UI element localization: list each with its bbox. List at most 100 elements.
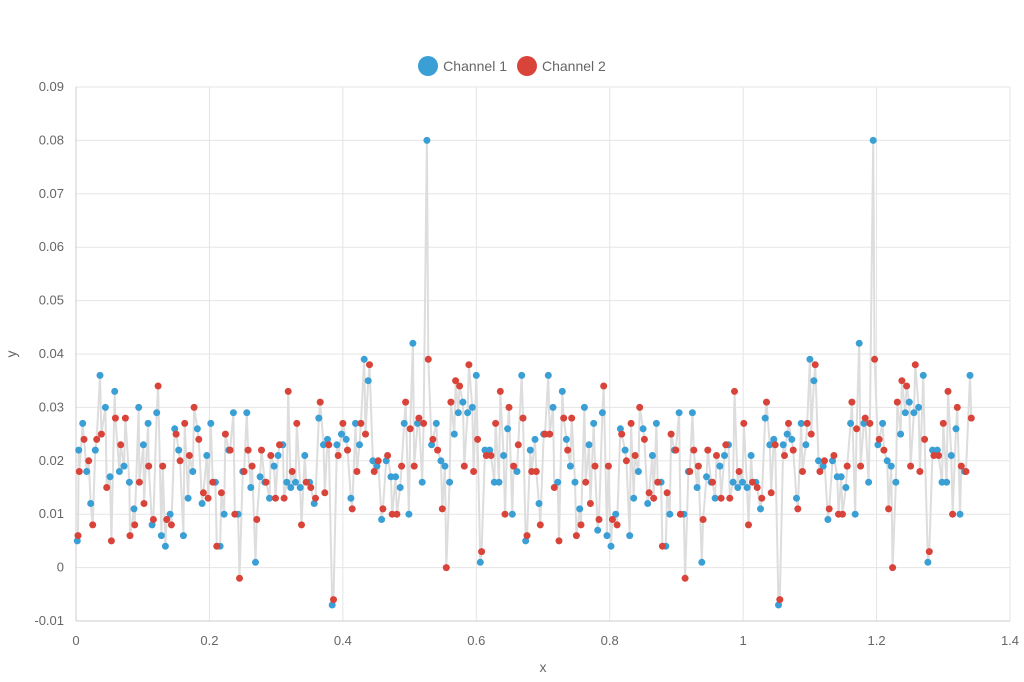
data-point-channel-1[interactable] — [603, 532, 611, 540]
data-point-channel-1[interactable] — [874, 441, 882, 449]
data-point-channel-2[interactable] — [75, 468, 83, 475]
data-point-channel-1[interactable] — [666, 510, 674, 518]
data-point-channel-2[interactable] — [496, 387, 504, 395]
data-point-channel-1[interactable] — [788, 435, 796, 443]
data-point-channel-1[interactable] — [96, 371, 104, 379]
data-point-channel-2[interactable] — [185, 452, 193, 459]
data-point-channel-1[interactable] — [347, 494, 355, 502]
data-point-channel-1[interactable] — [847, 419, 855, 427]
data-point-channel-2[interactable] — [962, 468, 970, 475]
data-point-channel-2[interactable] — [857, 462, 865, 470]
data-point-channel-1[interactable] — [171, 425, 179, 433]
data-point-channel-1[interactable] — [198, 500, 206, 507]
data-point-channel-1[interactable] — [392, 473, 400, 481]
data-point-channel-2[interactable] — [704, 446, 712, 454]
data-point-channel-1[interactable] — [270, 462, 278, 470]
data-point-channel-1[interactable] — [721, 452, 728, 459]
data-point-channel-2[interactable] — [103, 484, 111, 491]
data-point-channel-1[interactable] — [414, 419, 422, 427]
data-point-channel-2[interactable] — [248, 462, 256, 470]
data-point-channel-1[interactable] — [266, 494, 273, 502]
data-point-channel-2[interactable] — [478, 548, 486, 556]
data-point-channel-2[interactable] — [848, 398, 856, 406]
data-point-channel-1[interactable] — [91, 446, 99, 454]
data-point-channel-1[interactable] — [526, 446, 534, 454]
data-point-channel-2[interactable] — [799, 468, 806, 475]
data-point-channel-2[interactable] — [935, 452, 943, 459]
data-point-channel-2[interactable] — [889, 564, 897, 572]
data-point-channel-1[interactable] — [229, 409, 237, 417]
data-point-channel-1[interactable] — [87, 500, 95, 507]
data-point-channel-2[interactable] — [825, 505, 833, 513]
data-point-channel-2[interactable] — [731, 387, 738, 395]
data-point-channel-2[interactable] — [957, 462, 965, 470]
data-point-channel-1[interactable] — [806, 355, 814, 363]
data-point-channel-2[interactable] — [781, 452, 788, 459]
data-point-channel-2[interactable] — [532, 468, 540, 475]
data-point-channel-1[interactable] — [338, 430, 345, 438]
data-point-channel-1[interactable] — [535, 500, 543, 507]
data-point-channel-1[interactable] — [148, 521, 156, 529]
data-point-channel-1[interactable] — [513, 468, 521, 475]
data-point-channel-1[interactable] — [558, 387, 566, 395]
data-point-channel-1[interactable] — [747, 452, 755, 459]
data-point-channel-1[interactable] — [352, 419, 359, 427]
data-point-channel-2[interactable] — [213, 542, 221, 550]
data-point-channel-2[interactable] — [357, 419, 365, 427]
data-point-channel-1[interactable] — [571, 478, 579, 486]
data-point-channel-2[interactable] — [650, 494, 658, 502]
data-point-channel-2[interactable] — [374, 457, 382, 465]
data-point-channel-1[interactable] — [616, 425, 624, 433]
data-point-channel-2[interactable] — [758, 494, 766, 502]
data-point-channel-1[interactable] — [115, 468, 123, 475]
data-point-channel-1[interactable] — [189, 468, 197, 475]
data-point-channel-1[interactable] — [130, 505, 138, 513]
data-point-channel-2[interactable] — [618, 430, 626, 438]
data-point-channel-2[interactable] — [953, 403, 961, 411]
data-point-channel-2[interactable] — [640, 435, 648, 443]
data-point-channel-1[interactable] — [761, 414, 769, 422]
data-point-channel-2[interactable] — [740, 419, 748, 427]
data-point-channel-1[interactable] — [432, 419, 440, 427]
data-point-channel-2[interactable] — [135, 478, 143, 486]
data-point-channel-2[interactable] — [694, 462, 702, 470]
data-point-channel-2[interactable] — [307, 484, 315, 491]
data-point-channel-2[interactable] — [434, 446, 442, 454]
data-point-channel-1[interactable] — [897, 430, 905, 438]
data-point-channel-2[interactable] — [398, 462, 406, 470]
data-point-channel-1[interactable] — [688, 409, 696, 417]
data-point-channel-2[interactable] — [424, 355, 432, 363]
data-point-channel-1[interactable] — [400, 419, 408, 427]
data-point-channel-1[interactable] — [783, 430, 791, 438]
data-point-channel-2[interactable] — [645, 489, 653, 497]
data-point-channel-1[interactable] — [301, 452, 309, 459]
data-point-channel-2[interactable] — [676, 510, 684, 518]
data-point-channel-2[interactable] — [514, 441, 522, 449]
data-point-channel-2[interactable] — [298, 521, 305, 529]
data-point-channel-1[interactable] — [910, 409, 918, 417]
data-point-channel-2[interactable] — [564, 446, 572, 454]
data-point-channel-2[interactable] — [921, 435, 929, 443]
data-point-channel-2[interactable] — [402, 398, 410, 406]
data-point-channel-2[interactable] — [663, 489, 671, 497]
data-point-channel-1[interactable] — [531, 435, 539, 443]
data-point-channel-2[interactable] — [803, 419, 811, 427]
data-point-channel-2[interactable] — [410, 462, 418, 470]
data-point-channel-1[interactable] — [418, 478, 426, 486]
data-point-channel-1[interactable] — [802, 441, 810, 449]
data-point-channel-2[interactable] — [821, 457, 828, 465]
data-point-channel-2[interactable] — [654, 478, 662, 486]
data-point-channel-1[interactable] — [824, 516, 832, 523]
data-point-channel-2[interactable] — [627, 419, 635, 427]
data-point-channel-2[interactable] — [717, 494, 725, 502]
data-point-channel-1[interactable] — [437, 457, 445, 465]
data-point-channel-1[interactable] — [915, 403, 923, 411]
data-point-channel-2[interactable] — [131, 521, 139, 529]
data-point-channel-1[interactable] — [373, 462, 381, 470]
data-point-channel-2[interactable] — [176, 457, 184, 465]
data-point-channel-1[interactable] — [135, 403, 143, 411]
data-point-channel-2[interactable] — [767, 489, 775, 497]
data-point-channel-1[interactable] — [855, 339, 863, 347]
data-point-channel-2[interactable] — [699, 516, 707, 523]
data-point-channel-2[interactable] — [672, 446, 680, 454]
